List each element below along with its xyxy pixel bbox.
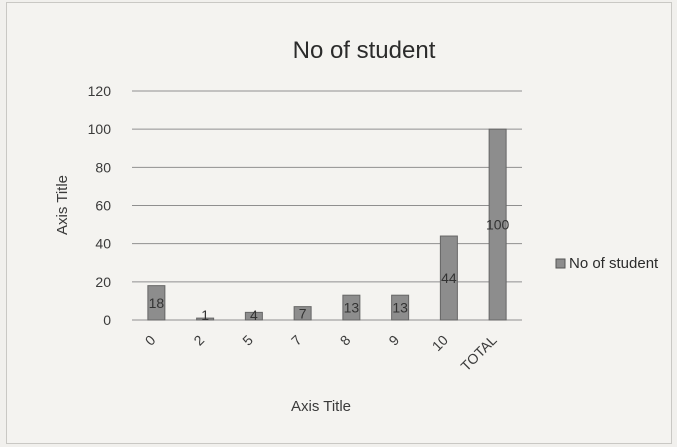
y-axis-title: Axis Title — [54, 175, 71, 235]
bar — [488, 128, 507, 321]
bar — [196, 317, 215, 321]
y-tick-label: 80 — [95, 159, 111, 175]
y-tick-label: 60 — [95, 198, 111, 214]
y-tick-label: 40 — [95, 236, 111, 252]
y-tick-label: 120 — [88, 83, 112, 99]
data-label: 44 — [441, 270, 457, 286]
bar — [439, 235, 458, 321]
data-label: 18 — [149, 295, 165, 311]
x-axis-title: Axis Title — [291, 398, 351, 415]
x-tick-label: 5 — [239, 332, 256, 349]
gridlines — [132, 90, 522, 321]
legend-label: No of student — [569, 255, 659, 272]
data-label: 4 — [250, 307, 258, 323]
chart-title: No of student — [293, 37, 436, 64]
bar — [147, 285, 166, 321]
legend-swatch — [555, 258, 566, 269]
bar — [244, 311, 263, 321]
chart-frame: No of student 0 20 40 60 80 100 120 18 1 4 7 13 13 4… — [6, 2, 672, 444]
bars — [147, 128, 507, 321]
x-tick-label: 0 — [142, 332, 159, 349]
x-tick-labels: 0 2 5 7 8 9 10 TOTAL — [142, 332, 500, 374]
legend: No of student — [555, 255, 659, 272]
bar — [293, 306, 312, 321]
data-label: 100 — [486, 217, 510, 233]
data-labels: 18 1 4 7 13 13 44 100 — [149, 217, 510, 323]
x-tick-label: 10 — [429, 332, 451, 354]
data-label: 13 — [392, 300, 408, 316]
data-label: 7 — [299, 305, 307, 321]
y-tick-label: 20 — [95, 274, 111, 290]
x-tick-label: 8 — [337, 332, 354, 349]
bar — [342, 294, 361, 321]
bar — [391, 294, 410, 321]
y-tick-label: 0 — [103, 312, 111, 328]
x-tick-label: 7 — [288, 332, 305, 349]
x-tick-label: 9 — [385, 332, 402, 349]
y-tick-labels: 0 20 40 60 80 100 120 — [88, 83, 112, 328]
x-tick-label: TOTAL — [457, 332, 499, 374]
data-label: 13 — [344, 300, 360, 316]
x-tick-label: 2 — [190, 332, 207, 349]
data-label: 1 — [201, 307, 209, 323]
y-tick-label: 100 — [88, 121, 112, 137]
